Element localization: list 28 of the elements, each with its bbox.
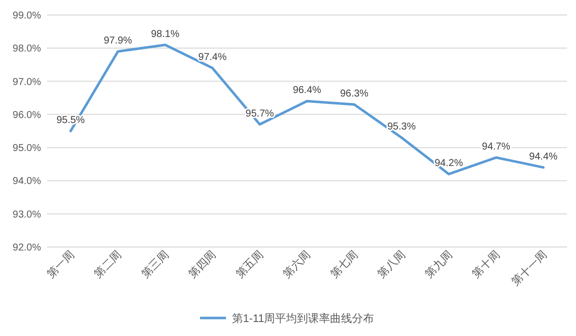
y-tick-label: 96.0% — [12, 110, 42, 121]
x-tick-label: 第八周 — [376, 248, 408, 280]
y-tick-label: 92.0% — [12, 242, 42, 254]
x-tick-label: 第十一周 — [509, 248, 550, 288]
y-tick-label: 97.0% — [12, 76, 42, 88]
data-label: 96.3% — [340, 88, 369, 100]
x-tick-label: 第三周 — [139, 248, 172, 280]
y-tick-label: 94.0% — [12, 176, 42, 188]
data-label: 95.3% — [387, 122, 416, 133]
x-tick-label: 第九周 — [422, 248, 455, 280]
x-tick-label: 第四周 — [186, 248, 219, 280]
x-tick-label: 第七周 — [328, 248, 360, 280]
y-tick-label: 98.0% — [12, 44, 42, 55]
x-tick-label: 第六周 — [280, 248, 314, 280]
y-tick-label: 99.0% — [12, 10, 42, 22]
data-label: 94.7% — [482, 142, 510, 153]
y-tick-label: 93.0% — [12, 209, 42, 220]
data-label: 96.4% — [292, 85, 322, 96]
x-tick-label: 第五周 — [234, 248, 266, 280]
x-tick-label: 第二周 — [92, 248, 124, 280]
data-label: 98.1% — [151, 28, 180, 40]
x-tick-label: 第十周 — [470, 248, 502, 280]
data-label: 94.4% — [529, 151, 558, 162]
legend-label: 第1-11周平均到课率曲线分布 — [232, 312, 374, 325]
data-label: 97.4% — [198, 52, 227, 64]
y-tick-label: 95.0% — [12, 143, 42, 154]
x-tick-label: 第一周 — [44, 248, 77, 280]
data-label: 97.9% — [104, 35, 132, 46]
